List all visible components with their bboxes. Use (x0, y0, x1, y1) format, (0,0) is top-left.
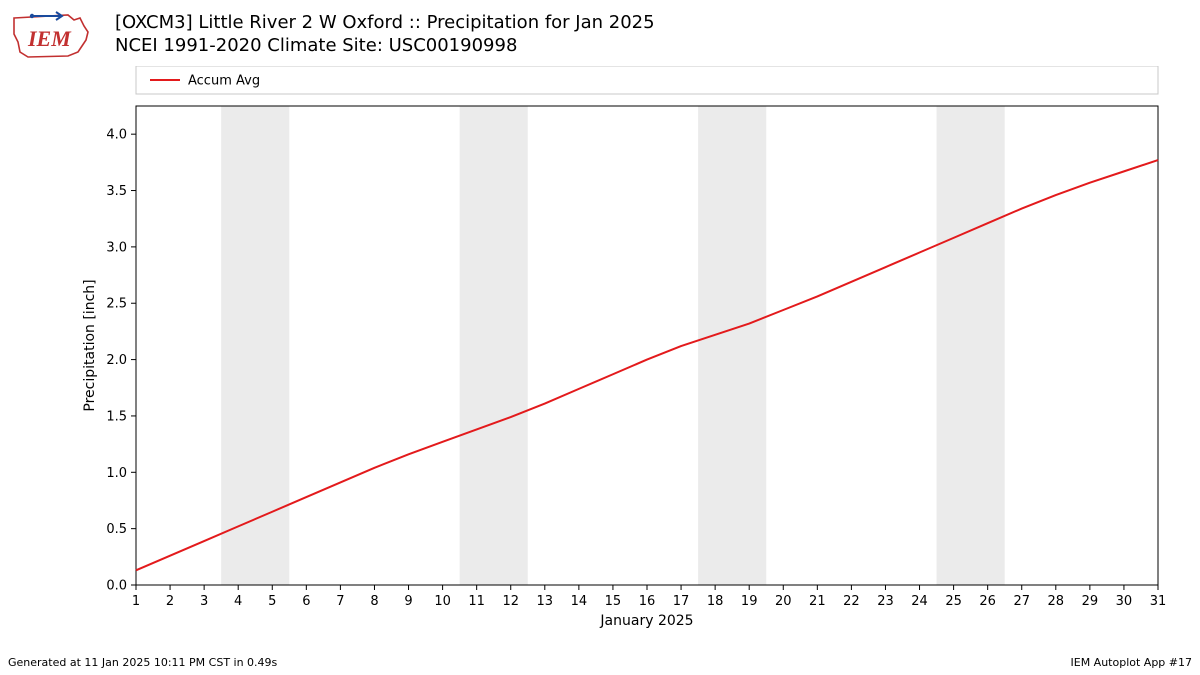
svg-text:2: 2 (166, 594, 174, 609)
svg-text:1: 1 (132, 594, 140, 609)
svg-text:27: 27 (1013, 594, 1030, 609)
svg-text:18: 18 (707, 594, 724, 609)
title-line-1: [OXCM3] Little River 2 W Oxford :: Preci… (115, 12, 655, 35)
svg-text:0.5: 0.5 (106, 522, 127, 537)
iem-logo: IEM (8, 6, 96, 62)
svg-text:6: 6 (302, 594, 310, 609)
svg-text:10: 10 (434, 594, 451, 609)
svg-text:25: 25 (945, 594, 962, 609)
svg-text:1.5: 1.5 (106, 409, 127, 424)
svg-text:29: 29 (1082, 594, 1099, 609)
svg-text:28: 28 (1048, 594, 1065, 609)
svg-text:12: 12 (502, 594, 519, 609)
svg-text:17: 17 (673, 594, 690, 609)
svg-text:9: 9 (404, 594, 412, 609)
svg-text:3.0: 3.0 (106, 240, 127, 255)
svg-text:7: 7 (336, 594, 344, 609)
svg-text:23: 23 (877, 594, 894, 609)
svg-text:16: 16 (639, 594, 656, 609)
svg-text:11: 11 (468, 594, 485, 609)
svg-text:January 2025: January 2025 (599, 613, 693, 629)
svg-text:4: 4 (234, 594, 242, 609)
svg-text:31: 31 (1150, 594, 1167, 609)
title-line-2: NCEI 1991-2020 Climate Site: USC00190998 (115, 35, 655, 58)
svg-text:3.5: 3.5 (106, 184, 127, 199)
svg-text:IEM: IEM (27, 26, 72, 51)
svg-text:Accum Avg: Accum Avg (188, 74, 260, 89)
svg-text:20: 20 (775, 594, 792, 609)
svg-text:5: 5 (268, 594, 276, 609)
svg-text:0.0: 0.0 (106, 579, 127, 594)
svg-text:13: 13 (537, 594, 554, 609)
svg-text:2.0: 2.0 (106, 353, 127, 368)
footer-app-text: IEM Autoplot App #17 (1071, 656, 1193, 669)
svg-text:14: 14 (571, 594, 588, 609)
svg-text:4.0: 4.0 (106, 128, 127, 143)
svg-text:8: 8 (370, 594, 378, 609)
svg-text:1.0: 1.0 (106, 466, 127, 481)
svg-text:30: 30 (1116, 594, 1133, 609)
svg-text:26: 26 (979, 594, 996, 609)
svg-text:19: 19 (741, 594, 758, 609)
svg-text:3: 3 (200, 594, 208, 609)
svg-text:Precipitation [inch]: Precipitation [inch] (82, 279, 98, 411)
svg-text:15: 15 (605, 594, 622, 609)
footer-generated-text: Generated at 11 Jan 2025 10:11 PM CST in… (8, 656, 277, 669)
svg-text:22: 22 (843, 594, 860, 609)
precipitation-chart: Accum Avg0.00.51.01.52.02.53.03.54.01234… (80, 66, 1170, 631)
chart-title: [OXCM3] Little River 2 W Oxford :: Preci… (115, 12, 655, 57)
svg-text:2.5: 2.5 (106, 297, 127, 312)
svg-text:24: 24 (911, 594, 928, 609)
svg-text:21: 21 (809, 594, 826, 609)
